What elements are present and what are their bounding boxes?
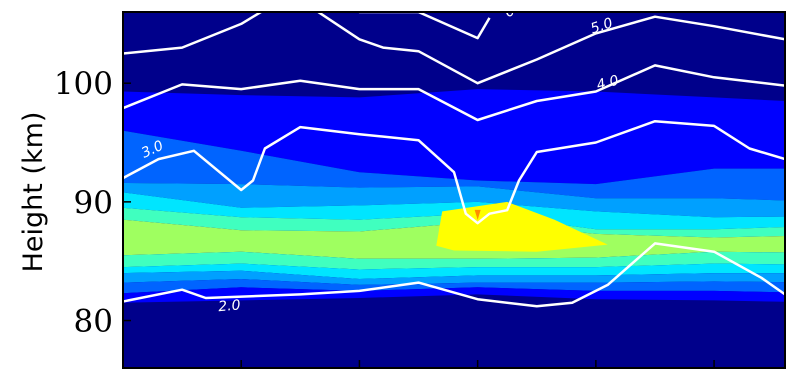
filled-contour-bands — [123, 89, 785, 303]
contour-band-2 — [123, 182, 785, 218]
contour-label-4-0: 4.0 — [595, 73, 621, 94]
orange-maximum-marker — [474, 209, 481, 220]
contour-label-2-0: 2.0 — [218, 297, 242, 315]
contour-band-10 — [123, 287, 785, 303]
axes: 80 90 100 — [54, 66, 715, 368]
contour-line-4-0 — [123, 64, 785, 122]
y-tick-label-90: 90 — [74, 185, 113, 221]
contour-lines — [123, 12, 785, 308]
plot-area: 2.03.04.05.06 — [122, 3, 786, 369]
contour-band-0 — [123, 89, 785, 185]
y-tick-label-100: 100 — [54, 66, 113, 102]
contour-band-6 — [123, 251, 785, 270]
contour-line-2-0 — [123, 242, 785, 308]
y-tick-label-80: 80 — [74, 304, 113, 340]
contour-label-5-0: 5.0 — [589, 15, 615, 37]
contour-line-6 — [355, 12, 491, 40]
contour-line-3-0 — [123, 119, 785, 225]
contour-line-5-0 — [123, 12, 785, 85]
contour-band-8 — [123, 270, 785, 285]
contour-band-9 — [123, 279, 785, 294]
contour-band-1 — [123, 130, 785, 202]
y-axis-label: Height (km) — [18, 112, 49, 273]
plot-frame — [122, 11, 786, 369]
contour-band-7 — [123, 263, 785, 279]
